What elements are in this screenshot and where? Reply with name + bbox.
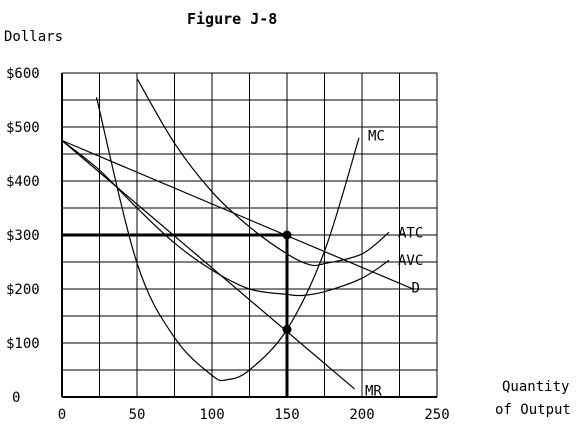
curve-mr: [61, 140, 355, 390]
curve-label-avc: AVC: [398, 253, 423, 269]
x-tick-label: 50: [129, 407, 146, 423]
equilibrium-point: [282, 230, 292, 240]
y-tick-label: $500: [6, 120, 40, 136]
x-tick-label: 200: [349, 407, 374, 423]
y-tick-label: $200: [6, 282, 40, 298]
x-tick-label: 250: [424, 407, 449, 423]
curve-d: [61, 139, 414, 290]
x-tick-label: 100: [199, 407, 224, 423]
y-tick-label: $400: [6, 174, 40, 190]
curve-labels: MC ATC AVC D MR: [365, 129, 423, 400]
curve-label-mr: MR: [365, 384, 382, 400]
y-tick-label: $600: [6, 66, 40, 82]
curve-label-d: D: [412, 280, 420, 296]
tick-labels: 0 50 100 150 200 250 0 $100 $200 $300 $400 $500 $600: [6, 66, 450, 423]
x-axis-label-line-1: Quantity: [502, 379, 569, 395]
x-axis-label-line-2: of Output: [495, 402, 571, 418]
x-tick-label: 0: [58, 407, 66, 423]
curve-atc: [136, 78, 390, 267]
curve-label-atc: ATC: [398, 225, 423, 241]
y-tick-label: $300: [6, 228, 40, 244]
x-tick-label: 150: [274, 407, 299, 423]
y-axis-label: Dollars: [4, 29, 63, 45]
equilibrium-points: [282, 230, 292, 334]
curve-label-mc: MC: [368, 129, 385, 145]
curve-mc: [95, 97, 360, 382]
y-tick-label: 0: [12, 390, 20, 406]
reference-lines: [62, 233, 289, 397]
equilibrium-point: [282, 325, 292, 334]
curve-avc: [61, 140, 390, 297]
cost-curves: [61, 78, 414, 390]
chart-title: Figure J-8: [187, 10, 277, 28]
y-tick-label: $100: [6, 336, 40, 352]
